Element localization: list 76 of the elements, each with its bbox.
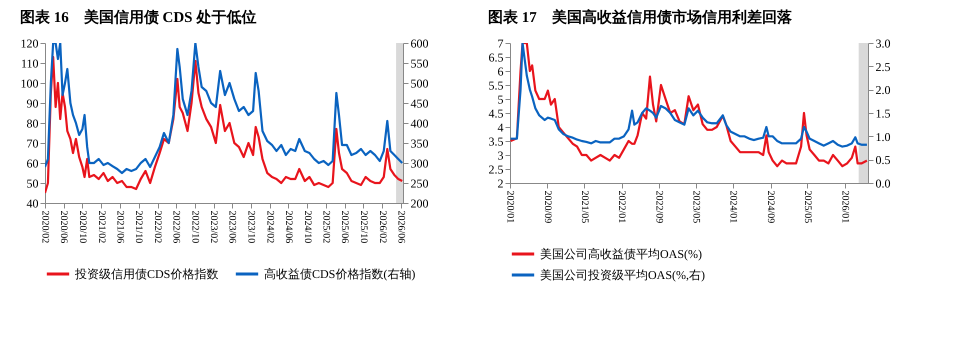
y2-tick-label: 500 xyxy=(410,76,428,90)
x-tick-label: 2024/09 xyxy=(765,190,776,224)
x-tick-label: 2024/02 xyxy=(264,210,276,244)
x-tick-label: 2023/02 xyxy=(208,210,220,244)
y-tick-label: 3.5 xyxy=(488,134,504,148)
y2-tick-label: 1.0 xyxy=(876,130,890,144)
y-tick-label: 50 xyxy=(26,176,38,190)
chart-title: 图表 17 美国高收益信用债市场信用利差回落 xyxy=(488,8,793,26)
y-tick-label: 2.5 xyxy=(488,162,504,176)
x-tick-label: 2020/02 xyxy=(40,210,50,244)
line-series xyxy=(45,43,403,174)
chart-title: 图表 16 美国信用债 CDS 处于低位 xyxy=(20,8,256,26)
x-tick-label: 2026/06 xyxy=(395,210,406,244)
x-tick-label: 2021/10 xyxy=(133,210,144,244)
y2-tick-label: 250 xyxy=(410,176,428,190)
y-tick-label: 60 xyxy=(26,156,38,170)
y2-tick-label: 0.0 xyxy=(876,176,890,190)
y-tick-label: 3 xyxy=(498,148,504,162)
y-tick-label: 80 xyxy=(26,116,38,130)
y2-tick-label: 2.5 xyxy=(876,60,890,74)
x-tick-label: 2021/06 xyxy=(114,210,126,244)
x-tick-label: 2022/01 xyxy=(616,190,628,224)
x-tick-label: 2022/02 xyxy=(152,210,164,244)
x-tick-label: 2025/05 xyxy=(802,190,813,224)
x-tick-label: 2022/10 xyxy=(189,210,200,244)
y-tick-label: 90 xyxy=(26,96,38,110)
y-tick-label: 120 xyxy=(20,36,38,50)
x-tick-label: 2025/06 xyxy=(339,210,350,244)
legend-label: 投资级信用债CDS价格指数 xyxy=(74,267,218,281)
legend-label: 美国公司高收益债平均OAS(%) xyxy=(540,247,702,261)
y2-tick-label: 350 xyxy=(410,136,428,150)
y-tick-label: 4.5 xyxy=(488,106,504,120)
y-tick-label: 5 xyxy=(498,92,504,106)
y2-tick-label: 1.5 xyxy=(876,106,890,120)
y2-tick-label: 3.0 xyxy=(876,36,890,50)
x-tick-label: 2021/05 xyxy=(578,190,590,224)
x-tick-label: 2020/01 xyxy=(504,190,516,224)
x-tick-label: 2020/09 xyxy=(542,190,553,224)
y-tick-label: 5.5 xyxy=(488,78,504,92)
y2-tick-label: 300 xyxy=(410,156,428,170)
x-tick-label: 2025/10 xyxy=(358,210,369,244)
line-series xyxy=(510,43,868,168)
x-tick-label: 2024/06 xyxy=(282,210,294,244)
line-series xyxy=(45,56,403,194)
x-tick-label: 2024/10 xyxy=(302,210,313,244)
y-tick-label: 40 xyxy=(26,196,38,210)
y-tick-label: 7 xyxy=(498,36,504,50)
y2-tick-label: 2.0 xyxy=(876,83,890,98)
y2-tick-label: 400 xyxy=(410,116,428,130)
x-tick-label: 2020/06 xyxy=(58,210,70,244)
x-tick-label: 2023/06 xyxy=(226,210,238,244)
x-tick-label: 2026/02 xyxy=(376,210,388,244)
x-tick-label: 2025/02 xyxy=(320,210,332,244)
y-tick-label: 70 xyxy=(26,136,38,150)
y-tick-label: 6.5 xyxy=(488,50,504,64)
x-tick-label: 2022/09 xyxy=(653,190,664,224)
x-tick-label: 2026/01 xyxy=(839,190,850,224)
y2-tick-label: 450 xyxy=(410,96,428,110)
y-tick-label: 100 xyxy=(20,76,38,90)
legend-label: 美国公司投资级平均OAS(%,右) xyxy=(540,268,705,282)
x-tick-label: 2022/06 xyxy=(170,210,182,244)
line-series xyxy=(510,43,868,148)
x-tick-label: 2023/05 xyxy=(690,190,702,224)
legend-label: 高收益债CDS价格指数(右轴) xyxy=(264,267,416,281)
y2-tick-label: 0.5 xyxy=(876,153,890,168)
y-tick-label: 2 xyxy=(498,176,504,190)
y-tick-label: 6 xyxy=(498,64,504,78)
x-tick-label: 2024/01 xyxy=(728,190,739,224)
y2-tick-label: 600 xyxy=(410,36,428,50)
y-tick-label: 110 xyxy=(20,56,38,70)
y-tick-label: 4 xyxy=(498,120,504,134)
x-tick-label: 2021/02 xyxy=(96,210,107,244)
x-tick-label: 2020/10 xyxy=(76,210,88,244)
y2-tick-label: 200 xyxy=(410,196,428,210)
x-tick-label: 2023/10 xyxy=(245,210,256,244)
y2-tick-label: 550 xyxy=(410,56,428,70)
